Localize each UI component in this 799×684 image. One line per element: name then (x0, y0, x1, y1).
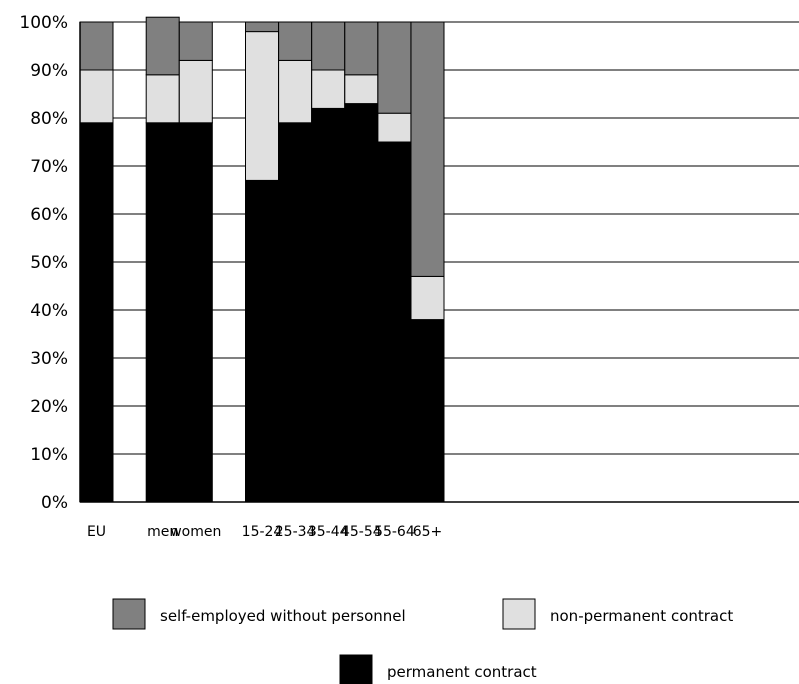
y-tick-label: 80% (30, 109, 68, 129)
y-tick-label: 100% (19, 13, 68, 33)
x-tick-label: EU (87, 524, 106, 540)
bar-segment (344, 74, 379, 105)
bar-segment (278, 122, 313, 503)
bar-segment (245, 179, 279, 503)
bar-segment (377, 141, 412, 503)
x-tick-label: 65+ (413, 524, 443, 540)
y-tick-label: 0% (41, 493, 68, 513)
bar-segment (79, 122, 114, 503)
bar-segment (311, 107, 346, 503)
y-tick-label: 30% (30, 349, 68, 369)
bar-segment (245, 21, 279, 33)
bar-segment (344, 21, 379, 76)
x-tick-label: 25-34 (275, 524, 316, 540)
y-tick-labels: 0% 10% 20% 30% 40% 50% 60% 70% 80% 90% 100% (19, 13, 68, 513)
bars (79, 16, 445, 503)
x-tick-label: 35-44 (308, 524, 349, 540)
bar-segment (79, 69, 114, 124)
y-tick-label: 50% (30, 253, 68, 273)
x-tick-label: 55-64 (374, 524, 415, 540)
x-tick-label: women (170, 524, 221, 540)
bar-segment (410, 275, 445, 321)
bar-segment (410, 319, 445, 503)
bar-segment (377, 21, 412, 114)
bar-segment (178, 122, 213, 503)
y-tick-label: 90% (30, 61, 68, 81)
bar-segment (145, 16, 180, 76)
y-tick-label: 40% (30, 301, 68, 321)
y-tick-label: 20% (30, 397, 68, 417)
legend-swatch (339, 654, 373, 684)
axes (79, 22, 799, 503)
bar-segment (311, 21, 346, 71)
x-tick-label: men (147, 524, 178, 540)
bar-segment (145, 74, 180, 124)
bar-segment (145, 122, 180, 503)
bar-segment (278, 59, 313, 124)
legend-swatch (502, 598, 536, 630)
bar-segment (178, 21, 213, 61)
bar-segment (178, 59, 213, 124)
bar-segment (377, 112, 412, 143)
x-tick-label: 15-24 (242, 524, 283, 540)
bar-segment (278, 21, 313, 61)
y-tick-label: 10% (30, 445, 68, 465)
y-tick-label: 60% (30, 205, 68, 225)
y-tick-label: 70% (30, 157, 68, 177)
legend: self-employed without personnel non-perma… (112, 598, 733, 684)
legend-label: self-employed without personnel (160, 607, 406, 625)
legend-label: non-permanent contract (550, 607, 733, 625)
bar-segment (344, 103, 379, 503)
legend-swatch (112, 598, 146, 630)
bar-segment (245, 31, 279, 181)
x-tick-label: 45-54 (341, 524, 382, 540)
bar-segment (79, 21, 114, 71)
legend-label: permanent contract (387, 663, 537, 681)
bar-segment (311, 69, 346, 109)
bar-segment (410, 21, 445, 277)
